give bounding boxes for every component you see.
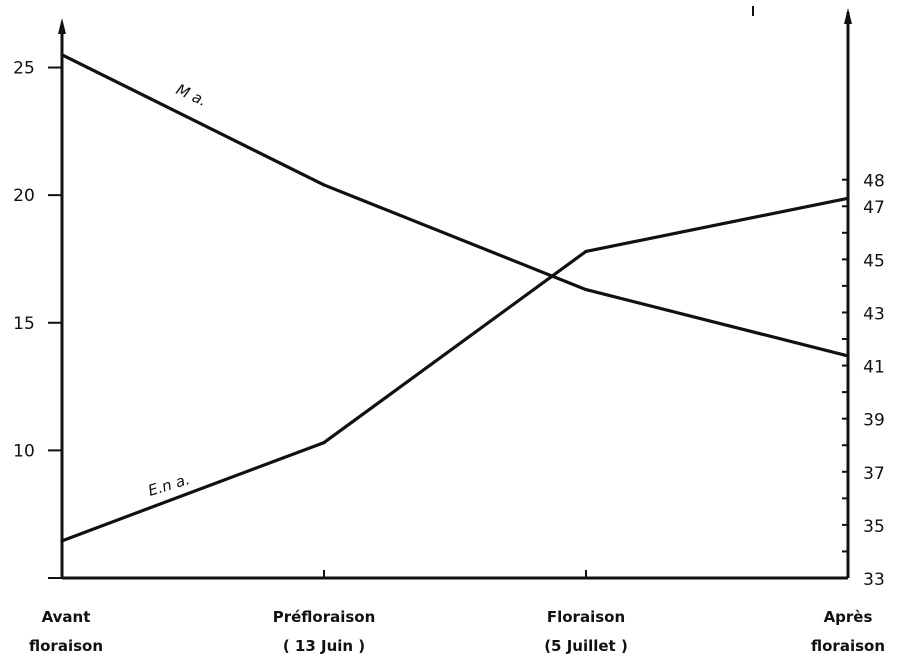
series-point (60, 53, 64, 57)
right-tick-label: 47 (863, 198, 885, 218)
ticks: 10 15 20 25 33 35 37 39 41 43 45 47 48 (13, 59, 885, 590)
left-tick-label: 10 (13, 441, 35, 461)
right-tick-label: 43 (863, 304, 885, 324)
series-line-ena (60, 196, 850, 543)
series-point (846, 196, 850, 200)
right-tick-label: 41 (863, 358, 885, 378)
series-point (584, 287, 588, 292)
right-tick-label: 39 (863, 411, 885, 431)
series-point (322, 440, 326, 445)
category-label: Préfloraison (273, 608, 376, 626)
labels: Avant floraison Préfloraison ( 13 Juin ) Flo… (29, 80, 885, 654)
category-label: Après (824, 608, 873, 626)
series-point (60, 539, 64, 543)
axes (58, 6, 852, 580)
series-point (584, 249, 588, 253)
series-point (846, 354, 850, 358)
right-tick-label: 48 (863, 172, 885, 192)
category-label: floraison (811, 637, 885, 654)
category-label: Floraison (547, 608, 625, 626)
category-label: floraison (29, 637, 103, 654)
left-tick-label: 15 (13, 314, 35, 334)
series-line-ma (60, 53, 850, 358)
left-axis-arrow (58, 18, 66, 34)
left-tick-label: 20 (13, 186, 35, 206)
right-tick-label: 37 (863, 464, 885, 484)
category-label: ( 13 Juin ) (283, 637, 365, 654)
category-label: Avant (42, 608, 91, 626)
right-tick-label: 33 (863, 570, 885, 590)
right-tick-label: 45 (863, 251, 885, 271)
left-tick-label: 25 (13, 59, 35, 79)
category-label: (5 Juillet ) (544, 637, 628, 654)
right-axis-arrow (844, 8, 852, 24)
series (60, 53, 850, 543)
series-label-ma: M a. (173, 80, 209, 110)
right-tick-label: 35 (863, 517, 885, 537)
series-point (322, 183, 326, 187)
